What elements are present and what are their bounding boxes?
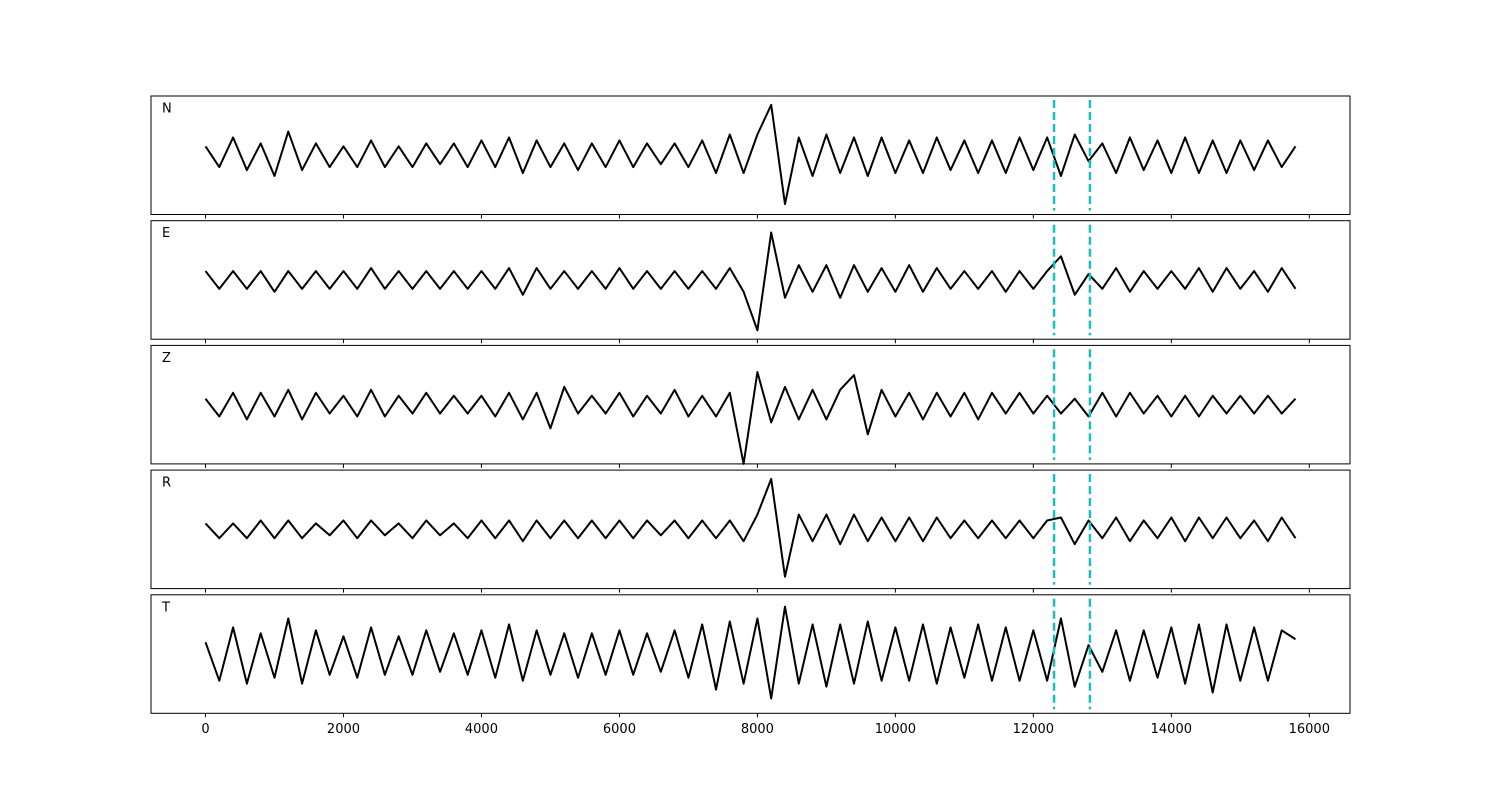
x-tick-label: 6000 [603,722,636,737]
panel-frame [150,469,1351,590]
trace-line [204,605,1297,700]
panel-frame [150,95,1351,215]
trace-line [204,477,1297,578]
x-tick-label: 14000 [1151,722,1192,737]
x-tick-label: 16000 [1289,722,1330,737]
trace-line [204,103,1297,206]
x-tick-label: 12000 [1013,722,1054,737]
trace-line [204,371,1297,465]
panel-frame [150,594,1351,714]
panel-label: E [162,226,170,241]
panel-frame [150,220,1351,340]
panel-label: T [161,600,170,615]
x-tick-label: 10000 [875,722,916,737]
panel-label: Z [162,351,171,366]
x-tick-label: 8000 [741,722,774,737]
trace-line [204,231,1297,332]
x-tick-label: 4000 [465,722,498,737]
x-tick-label: 2000 [327,722,360,737]
panel-frame [150,344,1351,465]
x-tick-label: 0 [201,722,209,737]
panel-label: N [162,102,172,117]
panel-label: R [162,476,171,491]
